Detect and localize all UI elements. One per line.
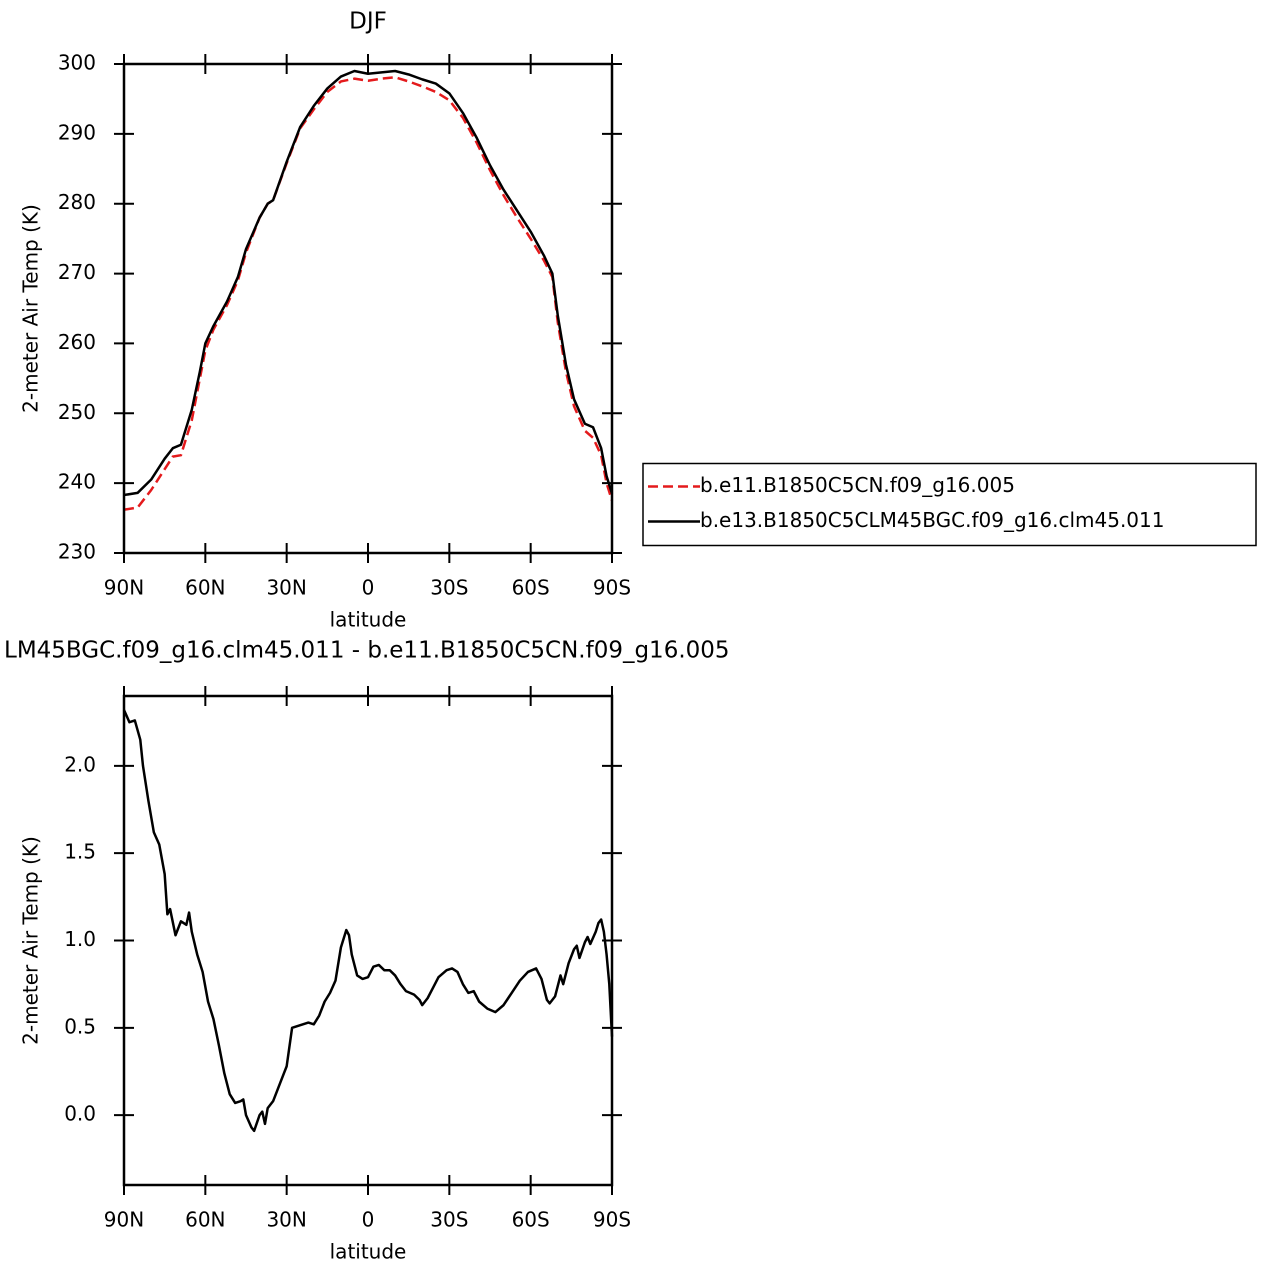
y-tick-label: 300 (58, 51, 96, 75)
y-tick-label: 260 (58, 330, 96, 354)
x-tick-label: 0 (362, 1208, 375, 1232)
x-tick-label: 60S (512, 576, 550, 600)
x-tick-label: 90N (104, 576, 144, 600)
y-tick-label: 1.5 (64, 840, 96, 864)
legend-label: b.e13.B1850C5CLM45BGC.f09_g16.clm45.011 (700, 508, 1164, 532)
y-tick-label: 1.0 (64, 927, 96, 951)
x-axis-label: latitude (330, 608, 407, 632)
plot-frame (122, 694, 614, 1187)
x-tick-label: 30N (266, 1208, 306, 1232)
x-axis-label: latitude (330, 1240, 407, 1264)
y-tick-label: 290 (58, 120, 96, 144)
legend-label: b.e11.B1850C5CN.f09_g16.005 (700, 473, 1015, 497)
y-tick-label: 250 (58, 400, 96, 424)
x-tick-label: 0 (362, 576, 375, 600)
data-line (123, 76, 614, 511)
x-tick-label: 60N (185, 576, 225, 600)
y-axis-label: 2-meter Air Temp (K) (19, 204, 43, 413)
y-tick-label: 270 (58, 260, 96, 284)
y-tick-label: 2.0 (64, 752, 96, 776)
y-tick-label: 230 (58, 540, 96, 564)
y-tick-label: 240 (58, 470, 96, 494)
data-line (123, 69, 614, 497)
chart-title: DJF (349, 9, 387, 35)
x-tick-label: 30S (430, 1208, 468, 1232)
x-tick-label: 30S (430, 576, 468, 600)
y-axis-label: 2-meter Air Temp (K) (19, 836, 43, 1045)
x-tick-label: 60N (185, 1208, 225, 1232)
x-tick-label: 90S (593, 576, 631, 600)
x-tick-label: 90N (104, 1208, 144, 1232)
x-tick-label: 90S (593, 1208, 631, 1232)
x-tick-label: 30N (266, 576, 306, 600)
plot-frame (122, 62, 614, 555)
y-tick-label: 0.5 (64, 1014, 96, 1038)
y-tick-label: 280 (58, 190, 96, 214)
y-tick-label: 0.0 (64, 1102, 96, 1126)
chart-title: LM45BGC.f09_g16.clm45.011 - b.e11.B1850C… (4, 638, 730, 664)
legend-box (642, 462, 1257, 547)
x-tick-label: 60S (512, 1208, 550, 1232)
data-line (122, 709, 614, 1133)
